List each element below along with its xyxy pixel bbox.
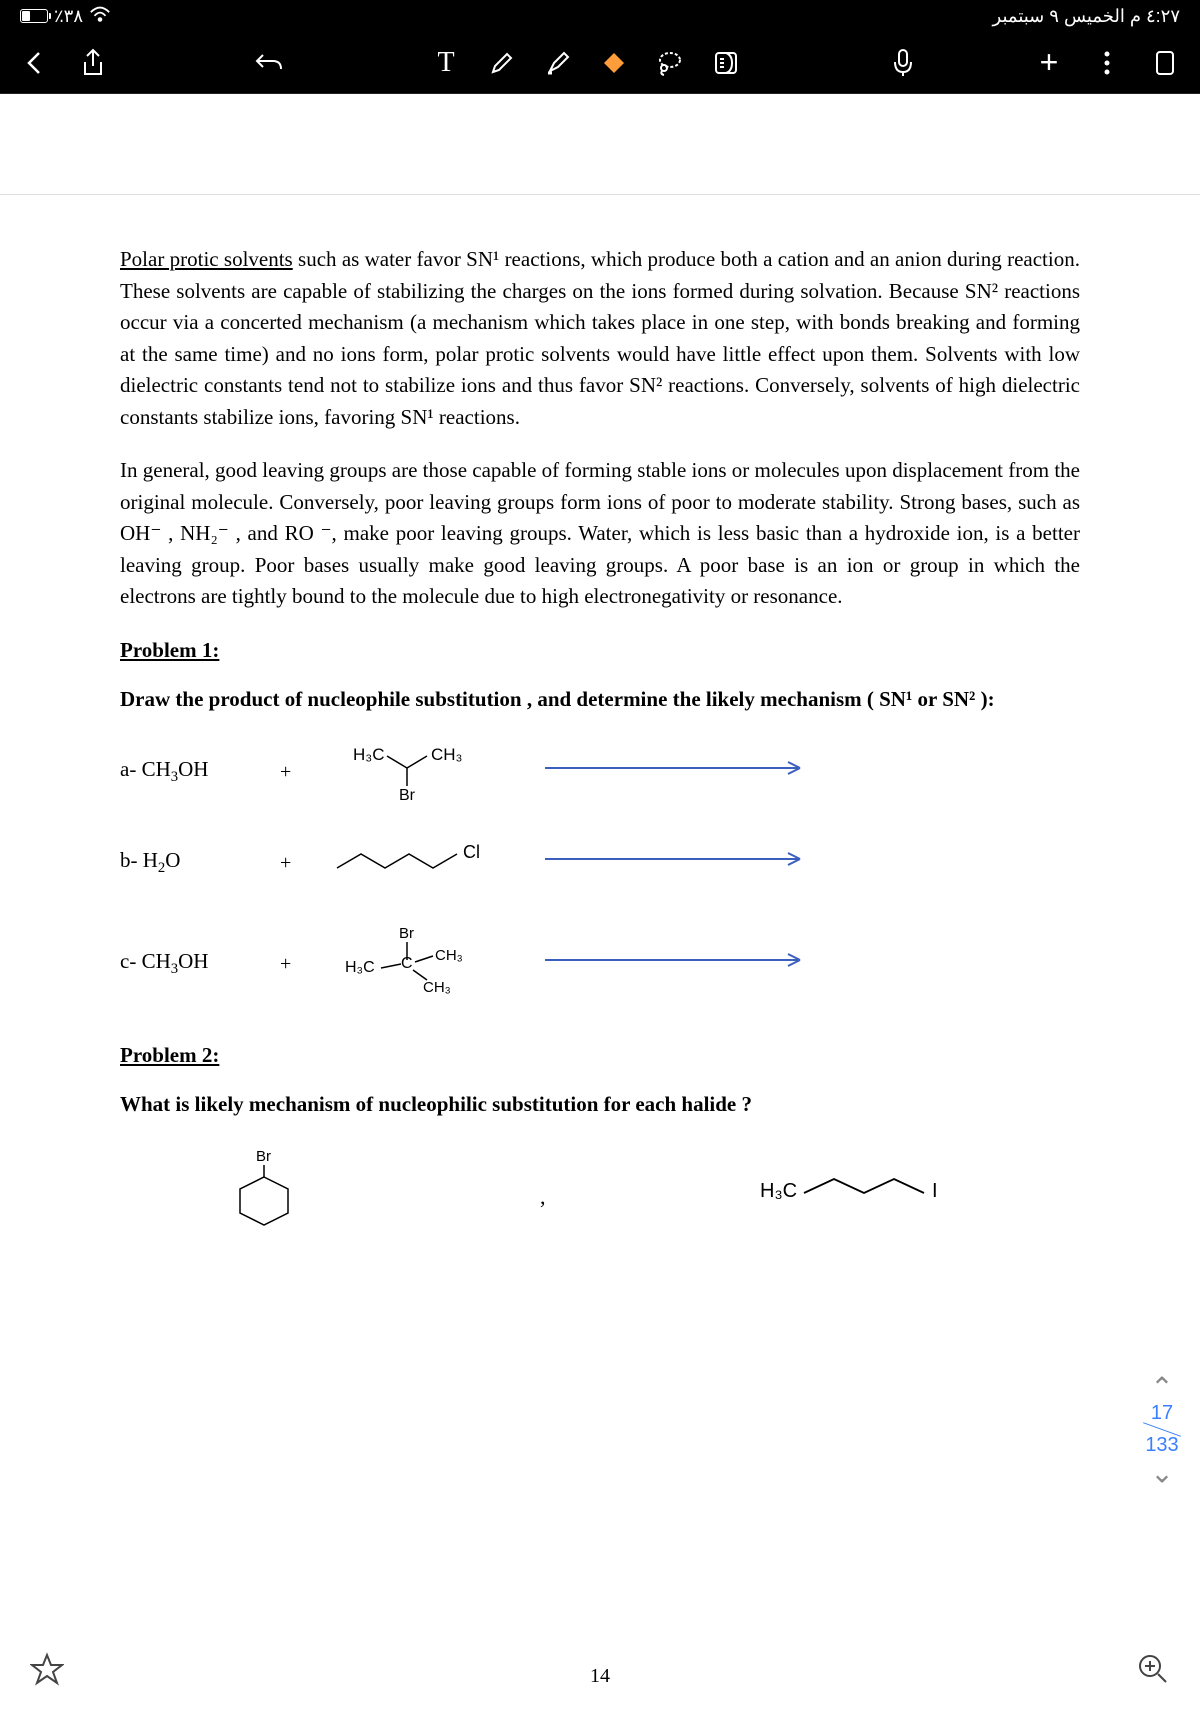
wifi-icon bbox=[89, 6, 111, 27]
battery-icon bbox=[20, 9, 48, 23]
reaction-c: c- CH3OH + Br H₃C C CH₃ CH₃ bbox=[120, 924, 1080, 1004]
struct-a-br: Br bbox=[399, 787, 416, 802]
bottom-icons bbox=[0, 1652, 1200, 1686]
text-tool[interactable]: T bbox=[431, 48, 461, 78]
problem2-title: Problem 2: bbox=[120, 1040, 1080, 1072]
svg-text:Br: Br bbox=[256, 1148, 271, 1165]
paragraph-2: In general, good leaving groups are thos… bbox=[120, 455, 1080, 613]
battery-percent: ٪٣٨ bbox=[54, 6, 83, 27]
structure-alkyl-iodide: H₃C I bbox=[756, 1167, 956, 1227]
p1-rest: such as water favor SN¹ reactions, which… bbox=[120, 247, 1080, 429]
plus-b: + bbox=[280, 848, 310, 878]
status-left: ٪٣٨ bbox=[20, 6, 111, 27]
structure-cyclohexyl-br: Br bbox=[220, 1147, 330, 1247]
reactant-a-label: a- CH3OH bbox=[120, 754, 270, 788]
status-bar: ٪٣٨ ٤:٢٧ م الخميس ٩ سبتمبر bbox=[0, 0, 1200, 32]
problem1-title: Problem 1: bbox=[120, 635, 1080, 667]
arrow-a bbox=[540, 756, 820, 788]
shape-tool[interactable] bbox=[599, 48, 629, 78]
chevron-down-icon[interactable]: ⌃ bbox=[1142, 1457, 1182, 1485]
undo-button[interactable] bbox=[254, 48, 284, 78]
mic-button[interactable] bbox=[888, 48, 918, 78]
pages-button[interactable] bbox=[1150, 48, 1180, 78]
reactant-c-label: c- CH3OH bbox=[120, 946, 270, 980]
reaction-b: b- H2O + Cl bbox=[120, 838, 1080, 888]
document-area[interactable]: Polar protic solvents such as water favo… bbox=[0, 94, 1200, 1718]
struct-c-ch3b: CH₃ bbox=[423, 979, 451, 996]
struct-c-left: H₃C bbox=[345, 959, 375, 976]
bookmark-star-button[interactable] bbox=[30, 1652, 64, 1686]
problem2-structures: Br , H₃C I bbox=[220, 1147, 1080, 1247]
pencil-tool[interactable] bbox=[487, 48, 517, 78]
total-pages: 133 bbox=[1142, 1434, 1182, 1457]
share-button[interactable] bbox=[78, 48, 108, 78]
highlighter-tool[interactable] bbox=[543, 48, 573, 78]
struct-a-left: H₃C bbox=[353, 745, 384, 764]
svg-text:I: I bbox=[932, 1180, 938, 1202]
problem1-question: Draw the product of nucleophile substitu… bbox=[120, 684, 1080, 716]
page-indicator[interactable]: ⌃ 17 133 ⌃ bbox=[1142, 1374, 1182, 1485]
struct-a-right: CH₃ bbox=[431, 745, 462, 764]
struct-b-cl: Cl bbox=[463, 842, 480, 862]
struct-c-br: Br bbox=[399, 925, 414, 942]
reactant-b-label: b- H2O bbox=[120, 845, 270, 879]
struct-c-ch3a: CH₃ bbox=[435, 947, 463, 964]
back-button[interactable] bbox=[20, 48, 50, 78]
structure-c: Br H₃C C CH₃ CH₃ bbox=[320, 924, 500, 1004]
comma: , bbox=[540, 1180, 546, 1213]
chevron-up-icon[interactable]: ⌃ bbox=[1142, 1374, 1182, 1402]
svg-text:H₃C: H₃C bbox=[760, 1180, 797, 1202]
intro-lead: Polar protic solvents bbox=[120, 247, 293, 271]
toolbar: T + bbox=[0, 32, 1200, 94]
arrow-c bbox=[540, 948, 820, 980]
status-datetime: ٤:٢٧ م الخميس ٩ سبتمبر bbox=[993, 6, 1180, 27]
current-page: 17 bbox=[1142, 1402, 1182, 1425]
toolbar-center: T bbox=[431, 48, 741, 78]
paragraph-1: Polar protic solvents such as water favo… bbox=[120, 244, 1080, 433]
notes-icon[interactable] bbox=[711, 48, 741, 78]
svg-text:C: C bbox=[401, 955, 413, 972]
plus-c: + bbox=[280, 949, 310, 979]
structure-a: H₃C CH₃ Br bbox=[320, 742, 500, 802]
more-button[interactable] bbox=[1092, 48, 1122, 78]
lasso-tool[interactable] bbox=[655, 48, 685, 78]
plus-button[interactable]: + bbox=[1034, 48, 1064, 78]
structure-b: Cl bbox=[320, 838, 500, 888]
problem2-question: What is likely mechanism of nucleophilic… bbox=[120, 1089, 1080, 1121]
zoom-button[interactable] bbox=[1136, 1652, 1170, 1686]
arrow-b bbox=[540, 847, 820, 879]
page-content: Polar protic solvents such as water favo… bbox=[0, 94, 1200, 1306]
plus-a: + bbox=[280, 757, 310, 787]
reaction-a: a- CH3OH + H₃C CH₃ Br bbox=[120, 742, 1080, 802]
divider bbox=[0, 194, 1200, 195]
